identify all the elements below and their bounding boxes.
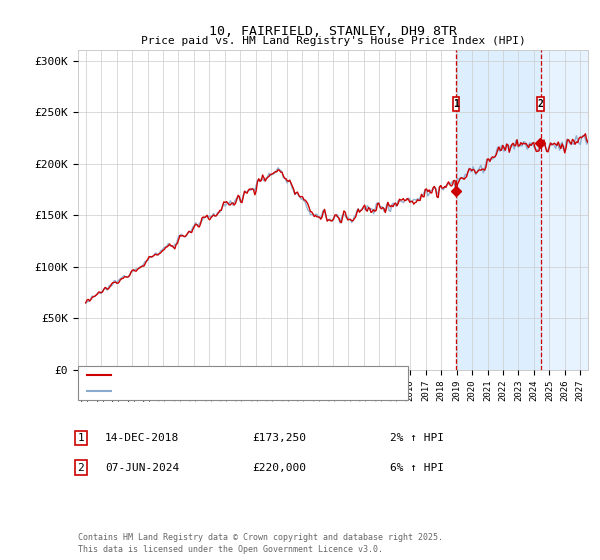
Text: 10, FAIRFIELD, STANLEY, DH9 8TR (detached house): 10, FAIRFIELD, STANLEY, DH9 8TR (detache… — [117, 370, 399, 380]
Text: 1: 1 — [453, 99, 459, 109]
FancyBboxPatch shape — [452, 97, 460, 111]
Text: Price paid vs. HM Land Registry's House Price Index (HPI): Price paid vs. HM Land Registry's House … — [140, 36, 526, 46]
Text: £220,000: £220,000 — [252, 463, 306, 473]
Text: 07-JUN-2024: 07-JUN-2024 — [105, 463, 179, 473]
Text: 10, FAIRFIELD, STANLEY, DH9 8TR: 10, FAIRFIELD, STANLEY, DH9 8TR — [209, 25, 457, 38]
Bar — [456, 50, 541, 370]
Text: 1: 1 — [77, 433, 85, 443]
Bar — [541, 50, 588, 370]
Text: £173,250: £173,250 — [252, 433, 306, 443]
Text: 2% ↑ HPI: 2% ↑ HPI — [390, 433, 444, 443]
Text: HPI: Average price, detached house, County Durham: HPI: Average price, detached house, Coun… — [117, 386, 405, 396]
Text: 2: 2 — [77, 463, 85, 473]
FancyBboxPatch shape — [537, 97, 544, 111]
Text: 14-DEC-2018: 14-DEC-2018 — [105, 433, 179, 443]
Text: 2: 2 — [538, 99, 544, 109]
Text: Contains HM Land Registry data © Crown copyright and database right 2025.
This d: Contains HM Land Registry data © Crown c… — [78, 533, 443, 554]
Bar — [541, 50, 588, 370]
Text: 6% ↑ HPI: 6% ↑ HPI — [390, 463, 444, 473]
